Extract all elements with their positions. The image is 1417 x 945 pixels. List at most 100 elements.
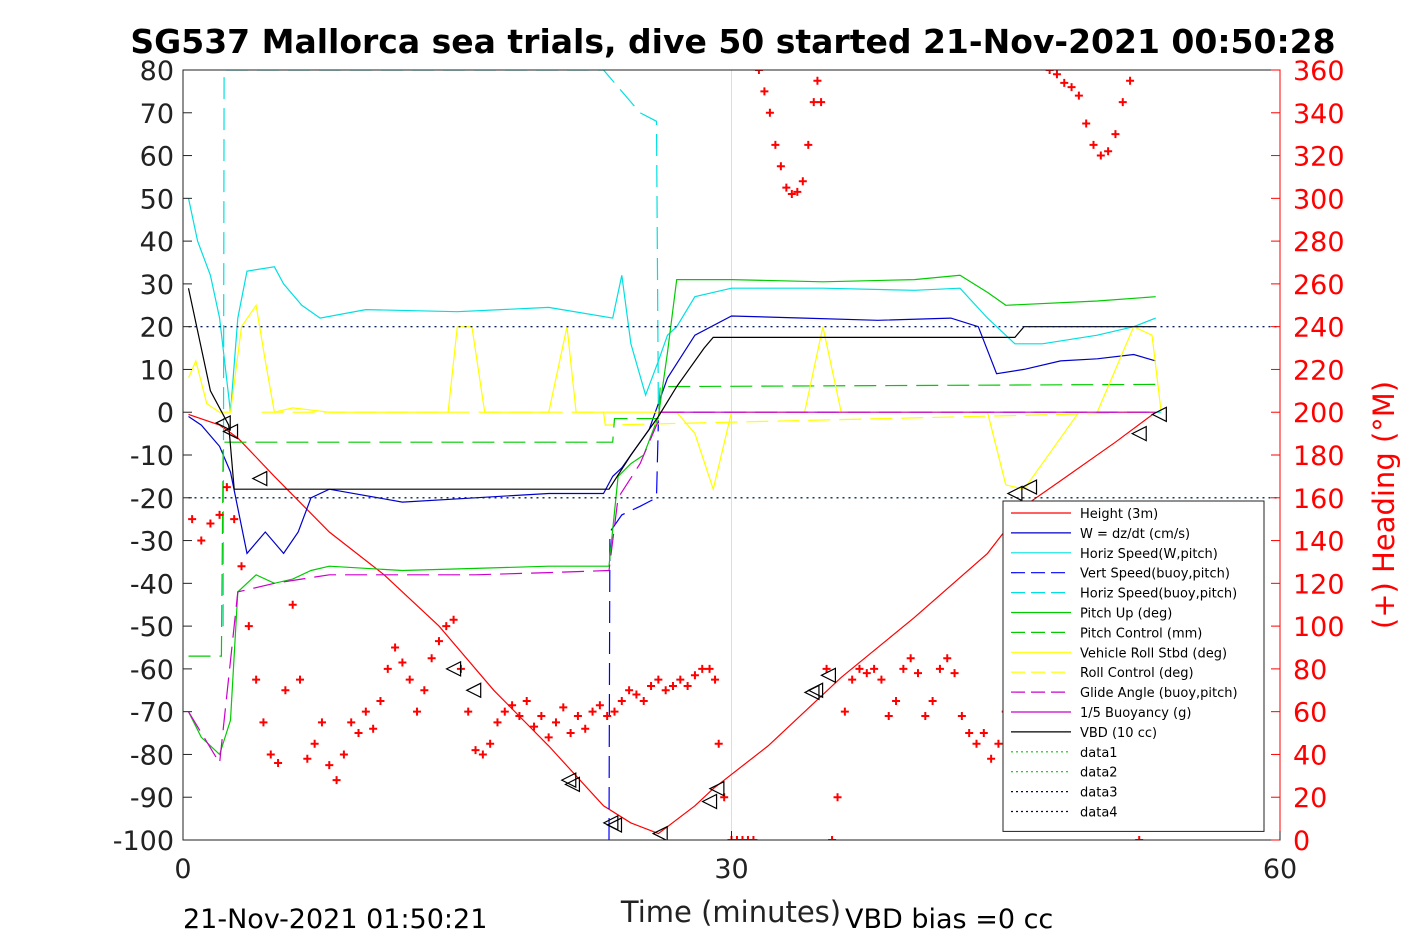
heading-point <box>705 664 714 673</box>
heading-point <box>994 739 1003 748</box>
y-axis-right-label: (+) Heading (°M) <box>1367 381 1401 629</box>
heading-point <box>1104 147 1113 156</box>
heading-point <box>610 707 619 716</box>
heading-point <box>1118 98 1127 107</box>
heading-point <box>391 643 400 652</box>
heading-point <box>738 836 747 840</box>
y-right-tick-label: 160 <box>1293 484 1345 515</box>
heading-point <box>1111 130 1120 139</box>
heading-point <box>714 739 723 748</box>
y-right-tick-label: 340 <box>1293 99 1345 130</box>
heading-point <box>588 707 597 716</box>
heading-point <box>493 718 502 727</box>
heading-point <box>332 776 341 785</box>
x-axis-label: Time (minutes) <box>620 895 841 929</box>
legend-label: data4 <box>1080 806 1118 821</box>
heading-point <box>500 707 509 716</box>
state-marker <box>564 776 581 793</box>
heading-point <box>822 664 831 673</box>
heading-point <box>354 729 363 738</box>
heading-point <box>508 701 517 710</box>
heading-point <box>1082 119 1091 128</box>
heading-point <box>442 622 451 631</box>
series-line <box>261 411 1156 426</box>
state-marker <box>251 470 268 487</box>
y-tick-label: -20 <box>130 484 174 515</box>
footer-timestamp: 21-Nov-2021 01:50:21 <box>183 904 487 935</box>
y-tick-label: -80 <box>130 740 174 771</box>
legend-label: Glide Angle (buoy,pitch) <box>1080 686 1238 701</box>
heading-point <box>921 711 930 720</box>
heading-point <box>566 729 575 738</box>
heading-point <box>776 162 785 171</box>
heading-point <box>732 836 741 840</box>
footer-vbd-bias: VBD bias =0 cc <box>845 904 1053 935</box>
y-right-tick-label: 240 <box>1293 313 1345 344</box>
heading-point <box>603 711 612 720</box>
heading-point <box>765 108 774 117</box>
heading-point <box>935 664 944 673</box>
heading-point <box>515 711 524 720</box>
heading-point <box>478 750 487 759</box>
heading-point <box>274 759 283 767</box>
series-line <box>187 288 1156 490</box>
y-tick-label: 0 <box>157 398 174 429</box>
y-right-tick-label: 180 <box>1293 441 1345 472</box>
heading-point <box>544 733 553 742</box>
heading-point <box>617 696 626 705</box>
state-marker <box>701 793 718 810</box>
heading-point <box>573 711 582 720</box>
heading-point <box>551 718 560 727</box>
y-right-tick-label: 40 <box>1293 740 1327 771</box>
heading-point <box>347 718 356 727</box>
y-axis-right: 0 20 40 60 80 100 120 140 160 180 200 220 240 260 280 3… <box>1271 56 1345 857</box>
heading-point <box>339 750 348 759</box>
heading-point <box>215 510 224 519</box>
y-tick-label: 40 <box>140 227 174 258</box>
heading-point <box>698 664 707 673</box>
y-tick-label: -50 <box>130 612 174 643</box>
legend-label: Horiz Speed(W,pitch) <box>1080 547 1218 562</box>
heading-point <box>711 675 720 684</box>
y-right-tick-label: 200 <box>1293 398 1345 429</box>
heading-point <box>972 739 981 748</box>
legend-label: data2 <box>1080 766 1118 781</box>
legend-label: data1 <box>1080 746 1118 761</box>
heading-point <box>1135 836 1144 840</box>
legend-label: Roll Control (deg) <box>1080 666 1194 681</box>
legend-label: 1/5 Buoyancy (g) <box>1080 706 1191 721</box>
heading-point <box>632 690 641 699</box>
heading-point <box>840 707 849 716</box>
heading-point <box>1045 70 1054 74</box>
state-marker <box>560 772 577 789</box>
heading-point <box>906 654 915 663</box>
legend-label: Pitch Control (mm) <box>1080 626 1202 641</box>
heading-point <box>530 722 539 731</box>
state-marker <box>606 817 623 833</box>
state-marker <box>807 682 824 699</box>
heading-point <box>676 675 685 684</box>
heading-point <box>471 746 480 755</box>
heading-point <box>537 711 546 720</box>
heading-point <box>325 761 334 770</box>
y-tick-label: -60 <box>130 655 174 686</box>
heading-point <box>870 664 879 673</box>
y-right-tick-label: 300 <box>1293 184 1345 215</box>
y-tick-label: -90 <box>130 783 174 814</box>
heading-point <box>259 718 268 727</box>
x-axis: 0 30 60 <box>174 831 1297 885</box>
x-tick-label: 0 <box>174 854 191 885</box>
heading-point <box>913 669 922 678</box>
y-right-tick-label: 360 <box>1293 56 1345 87</box>
y-tick-label: 70 <box>140 99 174 130</box>
y-right-tick-label: 120 <box>1293 569 1345 600</box>
legend-label: Horiz Speed(buoy,pitch) <box>1080 587 1237 602</box>
heading-point <box>813 76 822 85</box>
heading-point <box>288 600 297 609</box>
series-line <box>222 70 1162 627</box>
heading-point <box>252 675 261 684</box>
heading-point <box>661 686 670 695</box>
heading-point <box>793 187 802 196</box>
state-marker <box>1006 485 1023 502</box>
